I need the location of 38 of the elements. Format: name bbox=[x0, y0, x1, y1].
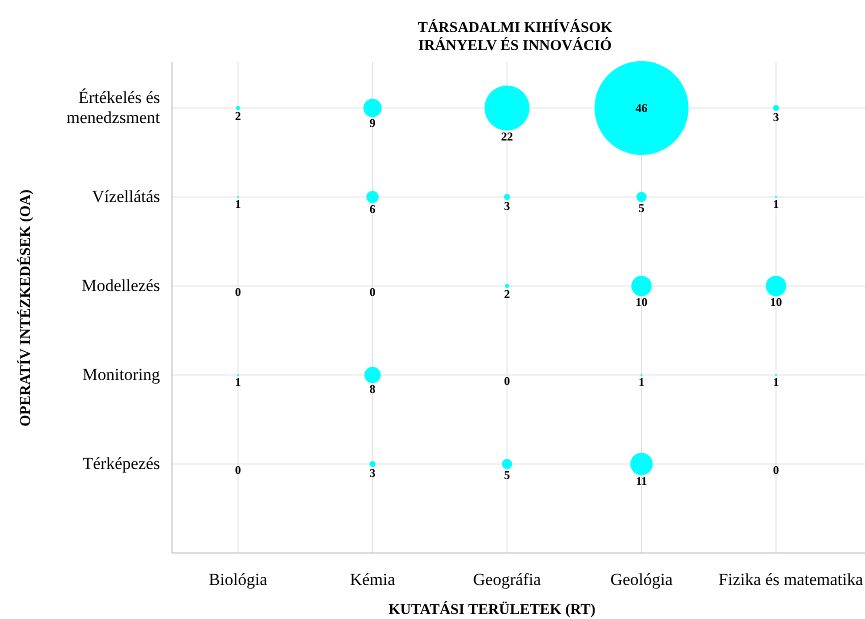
y-tick-label: Modellezés bbox=[82, 276, 160, 295]
y-tick-label: Térképezés bbox=[82, 454, 160, 473]
data-label: 0 bbox=[235, 285, 241, 299]
x-tick-label: Kémia bbox=[350, 570, 396, 589]
data-label: 46 bbox=[636, 101, 648, 115]
x-axis-title: KUTATÁSI TERÜLETEK (RT) bbox=[388, 601, 596, 618]
data-label: 6 bbox=[370, 202, 376, 216]
data-label: 3 bbox=[370, 466, 376, 480]
data-label: 22 bbox=[501, 129, 513, 144]
data-label: 9 bbox=[370, 116, 376, 130]
data-label: 1 bbox=[773, 375, 779, 390]
x-tick-label: Biológia bbox=[208, 570, 268, 589]
data-label: 1 bbox=[773, 197, 779, 212]
data-label: 0 bbox=[235, 463, 241, 477]
x-tick-label: Fizika és matematika bbox=[718, 570, 864, 589]
x-tick-label: Geográfia bbox=[473, 570, 542, 589]
y-tick-label: Monitoring bbox=[82, 365, 160, 384]
data-label: 3 bbox=[504, 199, 510, 214]
data-label: 5 bbox=[504, 468, 510, 482]
data-label: 10 bbox=[770, 295, 782, 310]
data-label: 0 bbox=[504, 374, 510, 388]
data-label: 1 bbox=[235, 197, 241, 212]
data-label: 11 bbox=[636, 474, 648, 488]
data-label: 10 bbox=[636, 295, 648, 310]
x-tick-label: Geológia bbox=[610, 570, 674, 589]
y-tick-label: Vízellátás bbox=[92, 187, 160, 206]
data-label: 1 bbox=[638, 375, 644, 390]
y-tick-label: Értékelés és menedzsment bbox=[66, 88, 160, 127]
data-label: 8 bbox=[370, 382, 376, 396]
data-label: 0 bbox=[773, 463, 779, 477]
y-axis-title: OPERATÍV INTÉZKEDÉSEK (OA) bbox=[17, 190, 34, 426]
data-label: 3 bbox=[773, 110, 779, 124]
chart-title: TÁRSADALMI KIHÍVÁSOK IRÁNYELV ÉS INNOVÁCIÓ bbox=[418, 19, 613, 54]
data-label: 0 bbox=[370, 285, 376, 299]
data-label: 1 bbox=[235, 375, 241, 390]
data-label: 2 bbox=[235, 109, 241, 124]
data-label: 2 bbox=[504, 287, 510, 302]
data-label: 5 bbox=[638, 201, 644, 216]
